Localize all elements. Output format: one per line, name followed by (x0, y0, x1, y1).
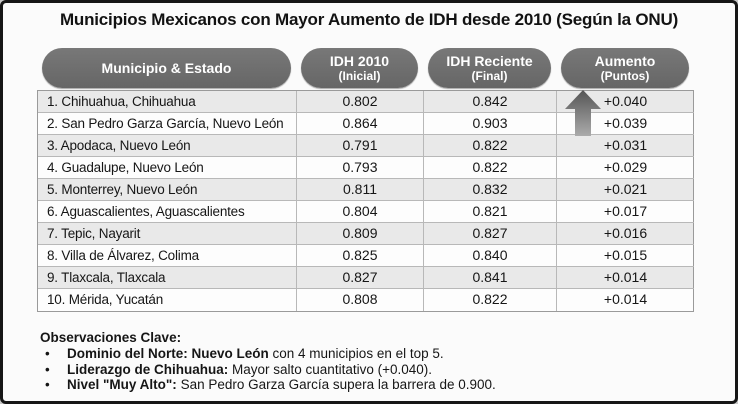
cell-aumento: +0.015 (557, 245, 694, 267)
cell-idh_reciente: 0.840 (424, 245, 557, 267)
cell-idh_reciente: 0.903 (424, 113, 557, 135)
cell-idh_2010: 0.864 (297, 113, 424, 135)
cell-idh_2010: 0.808 (297, 289, 424, 311)
table-row: 10. Mérida, Yucatán 0.808 0.822 +0.014 (38, 289, 693, 311)
observation-text: con 4 municipios en el top 5. (268, 346, 444, 361)
observations-list: • Dominio del Norte: Nuevo León con 4 mun… (40, 346, 700, 393)
cell-idh_reciente: 0.821 (424, 201, 557, 223)
cell-municipio: 4. Guadalupe, Nuevo León (38, 157, 297, 179)
idh-table: Municipio & Estado IDH 2010 (Inicial) IDH R… (37, 48, 694, 312)
observation-text: San Pedro Garza García supera la barrera… (176, 377, 496, 392)
table-row: 7. Tepic, Nayarit 0.809 0.827 +0.016 (38, 223, 694, 245)
cell-municipio: 8. Villa de Álvarez, Colima (38, 245, 297, 267)
cell-municipio: 1. Chihuahua, Chihuahua (38, 91, 297, 113)
list-item: • Liderazgo de Chihuahua: Mayor salto cua… (40, 362, 700, 378)
cell-municipio: 3. Apodaca, Nuevo León (38, 135, 297, 157)
bullet-icon: • (45, 346, 50, 361)
observation-bold-text: Liderazgo de Chihuahua: (67, 361, 229, 377)
observations-heading: Observaciones Clave: (40, 330, 182, 345)
cell-idh_reciente: 0.822 (424, 135, 557, 157)
list-item: • Nivel "Muy Alto": San Pedro Garza Garcí… (40, 377, 700, 393)
cell-aumento: +0.040 (557, 91, 694, 113)
column-header-1: IDH 2010 (Inicial) (301, 48, 418, 88)
cell-municipio: 6. Aguascalientes, Aguascalientes (38, 201, 297, 223)
increase-arrow-icon (564, 90, 602, 136)
cell-municipio: 10. Mérida, Yucatán (38, 289, 297, 311)
cell-idh_2010: 0.809 (297, 223, 424, 245)
cell-aumento: +0.014 (603, 291, 648, 307)
cell-aumento: +0.014 (557, 267, 694, 289)
column-header-sublabel: (Inicial) (338, 69, 381, 83)
list-item: • Dominio del Norte: Nuevo León con 4 mun… (40, 346, 700, 362)
column-header-2: IDH Reciente (Final) (428, 48, 551, 88)
cell-idh_2010: 0.827 (297, 267, 424, 289)
cell-idh_reciente: 0.842 (424, 91, 557, 113)
observations-section: Observaciones Clave: • Dominio del Norte:… (40, 330, 700, 393)
cell-aumento: +0.039 (557, 113, 694, 135)
table-row: 1. Chihuahua, Chihuahua 0.802 0.842 +0.040 (38, 91, 694, 113)
column-header-label: Municipio & Estado (101, 60, 232, 76)
cell-idh_2010: 0.791 (297, 135, 424, 157)
cell-municipio: 5. Monterrey, Nuevo León (38, 179, 297, 201)
column-header-label: Aumento (594, 53, 656, 69)
cell-municipio: 2. San Pedro Garza García, Nuevo León (38, 113, 297, 135)
table-row: 5. Monterrey, Nuevo León 0.811 0.832 +0.021 (38, 179, 694, 201)
table-row: 4. Guadalupe, Nuevo León 0.793 0.822 +0.029 (38, 157, 694, 179)
cell-aumento: +0.016 (557, 223, 694, 245)
observation-bold-text: Nivel "Muy Alto": (67, 377, 177, 392)
cell-municipio: 7. Tepic, Nayarit (38, 223, 297, 245)
column-header-3: Aumento (Puntos) (561, 48, 689, 88)
cell-idh_2010: 0.793 (297, 157, 424, 179)
observation-text: Mayor salto cuantitativo (+0.040). (228, 361, 432, 377)
cell-aumento: +0.031 (557, 135, 694, 157)
table-row: 9. Tlaxcala, Tlaxcala 0.827 0.841 +0.014 (38, 267, 694, 289)
column-header-label: IDH 2010 (329, 53, 390, 69)
table-row: 8. Villa de Álvarez, Colima 0.825 0.840 +0.… (38, 245, 694, 267)
cell-idh_2010: 0.825 (297, 245, 424, 267)
bullet-icon: • (45, 377, 50, 392)
cell-idh_2010: 0.804 (297, 201, 424, 223)
cell-aumento: +0.029 (557, 157, 694, 179)
cell-idh_reciente: 0.822 (424, 289, 557, 311)
observation-bold-text: Dominio del Norte: Nuevo León (67, 346, 269, 361)
table-row: 3. Apodaca, Nuevo León 0.791 0.822 +0.031 (38, 135, 694, 157)
cell-aumento: +0.017 (557, 201, 694, 223)
page-title: Municipios Mexicanos con Mayor Aumento d… (59, 10, 679, 29)
cell-idh_2010: 0.802 (297, 91, 424, 113)
cell-idh_reciente: 0.841 (424, 267, 557, 289)
cell-idh_reciente: 0.822 (424, 157, 557, 179)
table-row: 2. San Pedro Garza García, Nuevo León 0.8… (38, 113, 694, 135)
column-header-sublabel: (Final) (471, 69, 508, 83)
cell-idh_reciente: 0.827 (424, 223, 557, 245)
cell-idh_reciente: 0.832 (424, 179, 557, 201)
cell-aumento: +0.021 (557, 179, 694, 201)
bullet-icon: • (45, 361, 50, 377)
column-header-0: Municipio & Estado (42, 48, 291, 88)
cell-idh_2010: 0.811 (297, 179, 424, 201)
column-header-sublabel: (Puntos) (600, 69, 650, 83)
table-header-row: Municipio & Estado IDH 2010 (Inicial) IDH R… (37, 48, 694, 88)
table-row: 6. Aguascalientes, Aguascalientes 0.804 0.… (38, 201, 694, 223)
column-header-label: IDH Reciente (446, 53, 533, 69)
cell-municipio: 9. Tlaxcala, Tlaxcala (38, 267, 297, 289)
